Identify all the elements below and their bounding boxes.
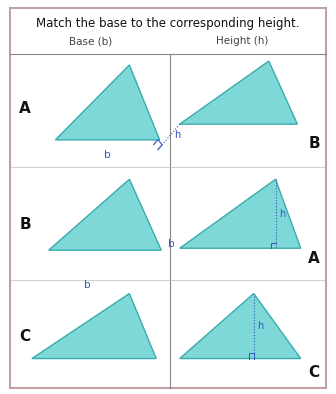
Polygon shape (49, 179, 161, 250)
Text: B: B (19, 217, 31, 232)
Text: A: A (308, 251, 320, 266)
Polygon shape (180, 294, 301, 359)
Text: h: h (280, 209, 286, 219)
Text: A: A (19, 101, 31, 116)
Text: Match the base to the corresponding height.: Match the base to the corresponding heig… (36, 17, 300, 30)
Text: h: h (257, 321, 263, 331)
Text: C: C (19, 329, 31, 344)
Polygon shape (180, 179, 301, 248)
Text: b: b (168, 239, 175, 249)
Text: b: b (84, 280, 91, 290)
Polygon shape (180, 61, 297, 124)
Text: Base (b): Base (b) (69, 36, 112, 46)
Text: C: C (308, 365, 320, 380)
Text: Height (h): Height (h) (216, 36, 268, 46)
Text: B: B (308, 136, 320, 151)
Text: b: b (104, 150, 111, 160)
Text: h: h (174, 130, 180, 140)
Polygon shape (55, 65, 160, 140)
Polygon shape (32, 294, 156, 359)
